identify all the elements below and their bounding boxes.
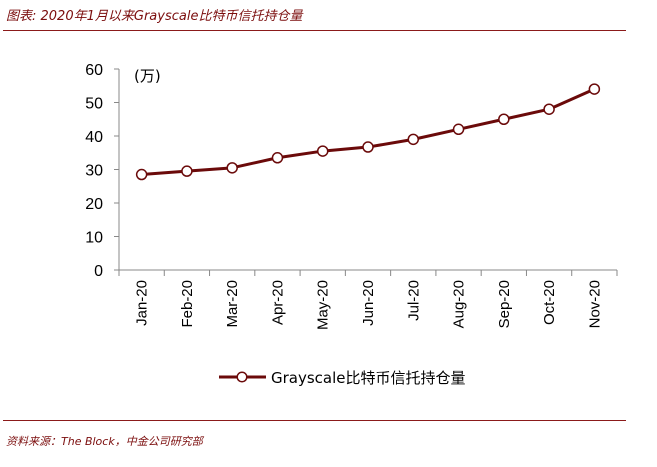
x-axis: Jan-20 Feb-20 Mar-20 Apr-20 May-20 Jun-20 Jul-… bbox=[118, 269, 618, 330]
series-line bbox=[141, 87, 595, 177]
y-axis: 0 10 20 30 40 50 60 bbox=[85, 62, 120, 280]
x-tick-label: Jan-20 bbox=[134, 280, 151, 326]
data-point bbox=[407, 133, 420, 146]
top-divider bbox=[3, 30, 626, 31]
x-tick-label: Jun-20 bbox=[360, 280, 377, 326]
x-tick-label: Feb-20 bbox=[179, 280, 196, 328]
data-point bbox=[316, 145, 329, 157]
data-point bbox=[452, 123, 465, 136]
y-tick-label: 10 bbox=[85, 230, 103, 247]
legend: Grayscale比特币信托持仓量 bbox=[219, 369, 466, 387]
data-point bbox=[226, 162, 238, 174]
y-tick-label: 30 bbox=[85, 163, 103, 180]
x-tick-label: Mar-20 bbox=[224, 280, 241, 328]
unit-label: (万) bbox=[134, 67, 161, 85]
x-tick-label: Oct-20 bbox=[541, 280, 558, 325]
x-tick-label: May-20 bbox=[315, 280, 332, 330]
data-point bbox=[271, 152, 284, 164]
legend-marker-swatch bbox=[236, 371, 248, 383]
x-tick-label: Jul-20 bbox=[405, 280, 422, 321]
bottom-divider bbox=[3, 420, 626, 421]
data-point bbox=[588, 83, 601, 95]
y-tick-label: 50 bbox=[85, 96, 103, 113]
legend-entry: Grayscale比特币信托持仓量 bbox=[271, 369, 466, 387]
x-tick-label: Sep-20 bbox=[496, 280, 513, 328]
figure-title: 图表: 2020年1月以来Grayscale比特币信托持仓量 bbox=[6, 9, 303, 24]
x-tick-label: Aug-20 bbox=[451, 280, 468, 328]
series-layer bbox=[135, 83, 601, 181]
data-point bbox=[498, 113, 510, 125]
y-tick-label: 60 bbox=[85, 62, 103, 79]
y-tick-label: 20 bbox=[85, 196, 103, 213]
data-point bbox=[543, 103, 555, 115]
source-note: 资料来源：The Block，中金公司研究部 bbox=[6, 435, 203, 448]
y-tick-label: 0 bbox=[94, 263, 103, 280]
x-tick-label: Nov-20 bbox=[586, 280, 603, 328]
data-point bbox=[135, 168, 148, 181]
y-tick-label: 40 bbox=[85, 129, 103, 146]
x-tick-label: Apr-20 bbox=[269, 280, 286, 325]
data-point bbox=[362, 141, 374, 153]
data-point bbox=[181, 165, 193, 177]
